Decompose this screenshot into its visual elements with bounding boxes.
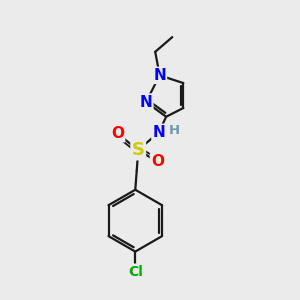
Text: N: N	[140, 94, 152, 110]
Text: S: S	[132, 141, 145, 159]
Text: H: H	[168, 124, 179, 137]
Text: N: N	[152, 125, 165, 140]
Text: O: O	[151, 154, 164, 169]
Text: Cl: Cl	[128, 265, 143, 279]
Text: O: O	[111, 126, 124, 141]
Text: N: N	[153, 68, 166, 83]
